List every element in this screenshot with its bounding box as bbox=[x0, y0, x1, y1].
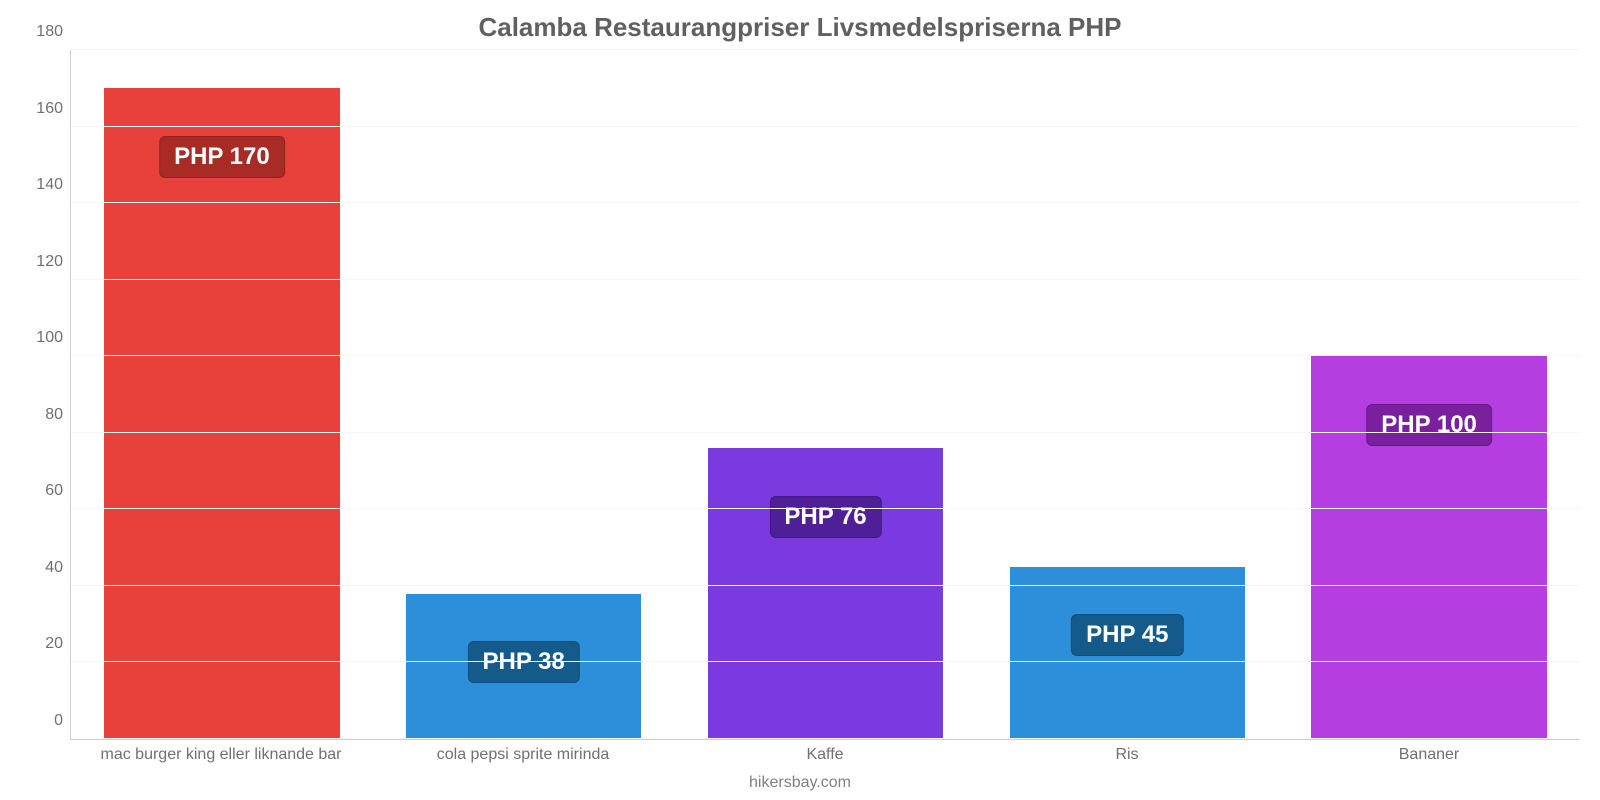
grid-line bbox=[71, 508, 1580, 509]
chart-container: Calamba Restaurangpriser Livsmedelsprise… bbox=[0, 0, 1600, 800]
value-badge: PHP 76 bbox=[769, 496, 881, 538]
x-axis-label: mac burger king eller liknande bar bbox=[100, 746, 341, 764]
bars-layer: PHP 170PHP 38PHP 76PHP 45PHP 100 bbox=[71, 50, 1580, 739]
y-tick-label: 140 bbox=[21, 176, 63, 194]
grid-line bbox=[71, 202, 1580, 203]
grid-line bbox=[71, 661, 1580, 662]
grid-line bbox=[71, 432, 1580, 433]
value-badge: PHP 100 bbox=[1366, 404, 1492, 446]
y-tick-label: 120 bbox=[21, 253, 63, 271]
y-tick-label: 160 bbox=[21, 100, 63, 118]
grid-line bbox=[71, 126, 1580, 127]
value-badge: PHP 45 bbox=[1071, 614, 1183, 656]
bar bbox=[104, 88, 339, 739]
bar bbox=[708, 448, 943, 739]
grid-line bbox=[71, 279, 1580, 280]
y-tick-label: 0 bbox=[21, 712, 63, 730]
y-tick-label: 60 bbox=[21, 482, 63, 500]
y-tick-label: 80 bbox=[21, 406, 63, 424]
grid-line bbox=[71, 738, 1580, 739]
plot-area: PHP 170PHP 38PHP 76PHP 45PHP 100 0204060… bbox=[70, 50, 1580, 740]
chart-title: Calamba Restaurangpriser Livsmedelsprise… bbox=[0, 0, 1600, 49]
grid-line bbox=[71, 49, 1580, 50]
x-axis-label: Kaffe bbox=[806, 746, 843, 764]
x-axis-label: Bananer bbox=[1399, 746, 1460, 764]
grid-line bbox=[71, 355, 1580, 356]
x-axis-label: Ris bbox=[1115, 746, 1138, 764]
y-tick-label: 40 bbox=[21, 559, 63, 577]
y-tick-label: 20 bbox=[21, 635, 63, 653]
x-axis-label: cola pepsi sprite mirinda bbox=[437, 746, 610, 764]
value-badge: PHP 170 bbox=[159, 136, 285, 178]
y-tick-label: 180 bbox=[21, 23, 63, 41]
grid-line bbox=[71, 585, 1580, 586]
x-axis-labels: mac burger king eller liknande bar cola p… bbox=[70, 746, 1580, 768]
y-tick-label: 100 bbox=[21, 329, 63, 347]
chart-footer: hikersbay.com bbox=[0, 774, 1600, 792]
